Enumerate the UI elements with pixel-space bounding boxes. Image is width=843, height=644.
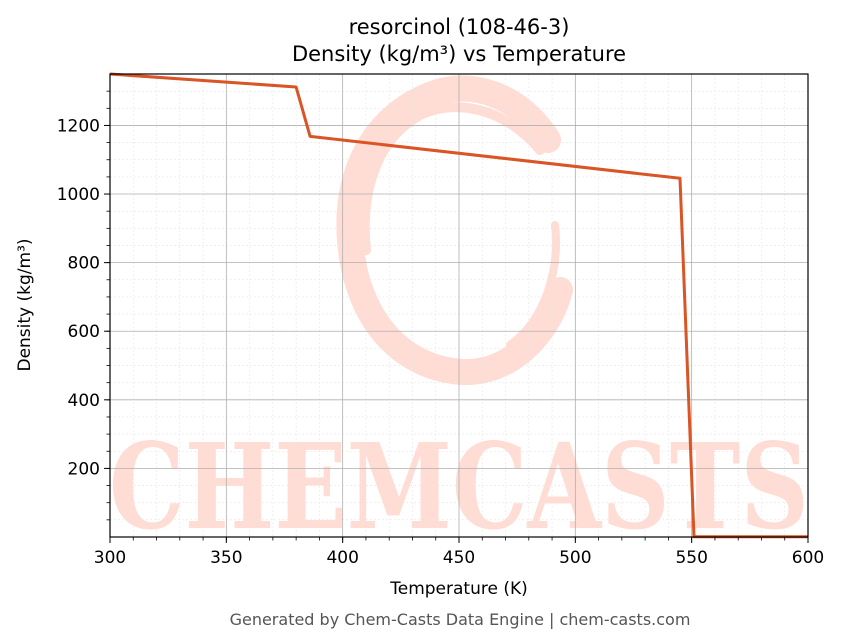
y-axis-label: Density (kg/m³) [15,238,35,371]
x-axis-label: Temperature (K) [389,579,528,599]
chart-title-line1: resorcinol (108-46-3) [349,15,570,39]
x-tick-label: 400 [326,548,358,568]
y-tick-label: 600 [68,322,100,342]
chart-title-line2: Density (kg/m³) vs Temperature [292,42,626,66]
x-tick-label: 300 [94,548,126,568]
y-tick-label: 400 [68,391,100,411]
watermark-logo-icon [336,75,573,386]
x-tick-label: 350 [210,548,242,568]
x-tick-label: 450 [443,548,475,568]
x-tick-label: 500 [559,548,591,568]
y-tick-label: 1000 [57,185,100,205]
y-axis-ticks: 200 400 600 800 1000 1200 [57,90,110,521]
x-tick-label: 550 [675,548,707,568]
footer-credit: Generated by Chem-Casts Data Engine | ch… [230,610,691,629]
x-axis-ticks: 300 350 400 450 500 550 600 [94,537,824,568]
y-tick-label: 800 [68,254,100,274]
x-tick-label: 600 [792,548,824,568]
y-tick-label: 1200 [57,116,100,136]
y-tick-label: 200 [68,459,100,479]
